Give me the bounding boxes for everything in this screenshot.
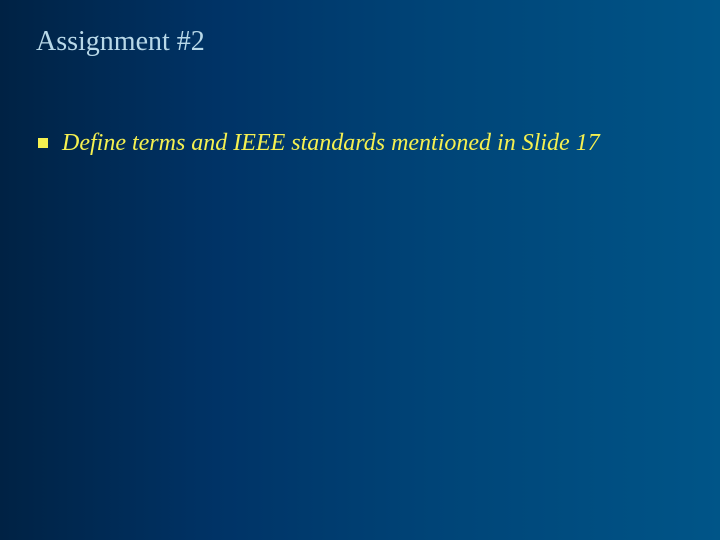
- slide-title: Assignment #2: [36, 26, 205, 58]
- bullet-list: Define terms and IEEE standards mentione…: [38, 128, 690, 159]
- list-item: Define terms and IEEE standards mentione…: [38, 128, 690, 159]
- square-bullet-icon: [38, 138, 48, 148]
- bullet-text: Define terms and IEEE standards mentione…: [62, 128, 600, 159]
